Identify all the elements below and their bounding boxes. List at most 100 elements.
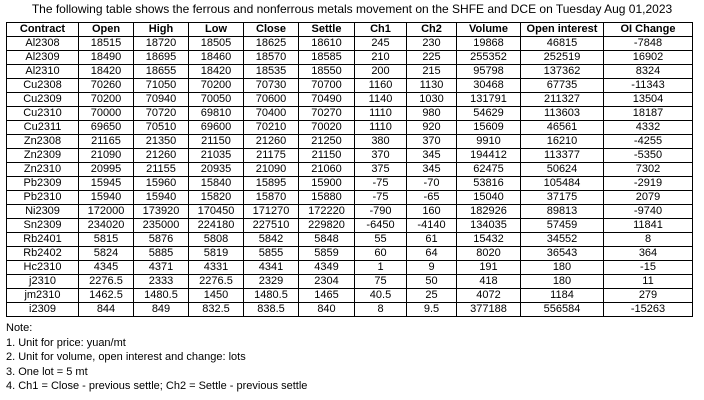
table-cell: 15895 xyxy=(243,176,299,191)
column-header: Volume xyxy=(456,22,521,37)
column-header: OI Change xyxy=(603,22,693,37)
table-row: jm2310 1462.5 1480.5 1450 1480.5 1465 40.5 25 40… xyxy=(6,288,693,303)
table-cell: 21260 xyxy=(133,148,189,163)
header-row: Contract Open High Low Close Settle Ch1 Ch2 Volu… xyxy=(6,22,693,37)
table-cell: 2304 xyxy=(298,274,355,289)
table-cell: 46815 xyxy=(520,36,604,51)
table-cell: 113377 xyxy=(520,148,604,163)
table-cell: -15 xyxy=(603,260,693,275)
column-header: Open xyxy=(78,22,134,37)
table-cell: -75 xyxy=(354,176,407,191)
table-cell: 15945 xyxy=(78,176,134,191)
table-cell: 69810 xyxy=(188,106,244,121)
column-header: Ch1 xyxy=(354,22,407,37)
column-header: Low xyxy=(188,22,244,37)
table-cell: 70730 xyxy=(243,78,299,93)
table-cell: Sn2309 xyxy=(6,218,79,233)
table-cell: 15940 xyxy=(78,190,134,205)
table-row: Al2309 18490 18695 18460 18570 18585 210 225 255… xyxy=(6,50,693,65)
table-cell: 245 xyxy=(354,36,407,51)
table-cell: 1110 xyxy=(354,106,407,121)
table-cell: 160 xyxy=(406,204,457,219)
table-cell: 70720 xyxy=(133,106,189,121)
column-header: Open interest xyxy=(520,22,604,37)
table-cell: 60 xyxy=(354,246,407,261)
table-row: Pb2309 15945 15960 15840 15895 15900 -75 -70 538… xyxy=(6,176,693,191)
table-cell: 18187 xyxy=(603,106,693,121)
table-cell: -65 xyxy=(406,190,457,205)
table-cell: 1465 xyxy=(298,288,355,303)
table-row: i2309 844 849 832.5 838.5 840 8 9.5 377188 556584… xyxy=(6,302,693,317)
table-cell: 21260 xyxy=(243,134,299,149)
table-cell: 2333 xyxy=(133,274,189,289)
table-cell: 21350 xyxy=(133,134,189,149)
table-row: Ni2309 172000 173920 170450 171270 172220 -790… xyxy=(6,204,693,219)
column-header: Contract xyxy=(6,22,79,37)
table-cell: 21060 xyxy=(298,162,355,177)
metals-table: Contract Open High Low Close Settle Ch1 Ch2 Volu… xyxy=(6,22,693,317)
table-cell: 50 xyxy=(406,274,457,289)
table-cell: 11 xyxy=(603,274,693,289)
table-row: Zn2310 20995 21155 20935 21090 21060 375 345 624… xyxy=(6,162,693,177)
table-cell: 15960 xyxy=(133,176,189,191)
table-cell: 4331 xyxy=(188,260,244,275)
table-cell: 194412 xyxy=(456,148,521,163)
table-cell: 1462.5 xyxy=(78,288,134,303)
table-cell: -7848 xyxy=(603,36,693,51)
table-cell: 172000 xyxy=(78,204,134,219)
table-cell: 8020 xyxy=(456,246,521,261)
table-cell: 8 xyxy=(603,232,693,247)
table-cell: 70600 xyxy=(243,92,299,107)
table-cell: 67735 xyxy=(520,78,604,93)
table-cell: 21150 xyxy=(298,148,355,163)
table-cell: 21250 xyxy=(298,134,355,149)
table-title: The following table shows the ferrous an… xyxy=(31,2,673,16)
table-cell: 18695 xyxy=(133,50,189,65)
table-cell: 70510 xyxy=(133,120,189,135)
table-cell: 69600 xyxy=(188,120,244,135)
table-cell: 5815 xyxy=(78,232,134,247)
table-cell: 21155 xyxy=(133,162,189,177)
table-cell: 71050 xyxy=(133,78,189,93)
table-cell: 13504 xyxy=(603,92,693,107)
table-cell: 18585 xyxy=(298,50,355,65)
table-cell: jm2310 xyxy=(6,288,79,303)
table-cell: 50624 xyxy=(520,162,604,177)
table-cell: 19868 xyxy=(456,36,521,51)
table-cell: 95798 xyxy=(456,64,521,79)
table-cell: 920 xyxy=(406,120,457,135)
table-cell: 131791 xyxy=(456,92,521,107)
table-cell: 418 xyxy=(456,274,521,289)
table-row: Cu2311 69650 70510 69600 70210 70020 1110 920 15… xyxy=(6,120,693,135)
table-cell: 70260 xyxy=(78,78,134,93)
note-line: 2. Unit for volume, open interest and ch… xyxy=(6,351,246,363)
table-cell: 229820 xyxy=(298,218,355,233)
table-cell: 21035 xyxy=(188,148,244,163)
table-cell: -11343 xyxy=(603,78,693,93)
table-cell: 279 xyxy=(603,288,693,303)
table-cell: -4255 xyxy=(603,134,693,149)
table-cell: 18460 xyxy=(188,50,244,65)
column-header: Close xyxy=(243,22,299,37)
table-cell: Hc2310 xyxy=(6,260,79,275)
table-cell: 134035 xyxy=(456,218,521,233)
table-cell: 2276.5 xyxy=(78,274,134,289)
table-cell: 200 xyxy=(354,64,407,79)
table-cell: 5859 xyxy=(298,246,355,261)
table-cell: -9740 xyxy=(603,204,693,219)
table-cell: 40.5 xyxy=(354,288,407,303)
table-cell: 7302 xyxy=(603,162,693,177)
table-cell: 15040 xyxy=(456,190,521,205)
table-cell: 172220 xyxy=(298,204,355,219)
column-header: Settle xyxy=(298,22,355,37)
table-cell: 556584 xyxy=(520,302,604,317)
table-cell: 4349 xyxy=(298,260,355,275)
table-cell: 838.5 xyxy=(243,302,299,317)
table-cell: -6450 xyxy=(354,218,407,233)
column-header: High xyxy=(133,22,189,37)
table-cell: 5855 xyxy=(243,246,299,261)
table-cell: -4140 xyxy=(406,218,457,233)
table-cell: 4371 xyxy=(133,260,189,275)
table-cell: 18570 xyxy=(243,50,299,65)
table-cell: 1030 xyxy=(406,92,457,107)
